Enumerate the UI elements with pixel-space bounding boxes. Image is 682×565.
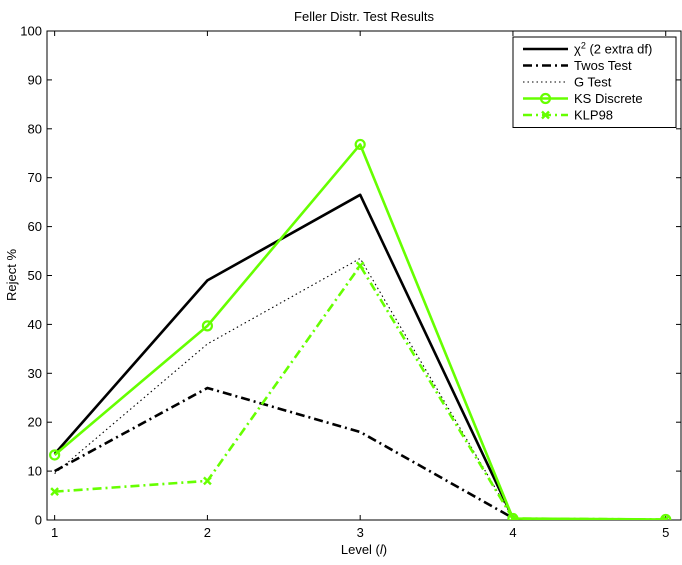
legend-marker	[539, 92, 552, 105]
series-line-2	[54, 257, 514, 519]
legend-label-0: χ2 (2 extra df)	[574, 41, 652, 57]
legend-label-text: KLP98	[574, 108, 613, 123]
y-tick-label: 10	[28, 464, 42, 479]
legend-label-text: G Test	[574, 75, 612, 90]
legend-label-text: Twos Test	[574, 58, 632, 73]
legend-label-sup: 2	[581, 41, 586, 51]
x-tick-label: 2	[204, 525, 211, 540]
series-line-3	[53, 143, 666, 520]
marker-x-stroke	[663, 515, 671, 520]
x-axis-label: Level (l)	[341, 542, 387, 557]
marker-x-stroke	[509, 514, 518, 520]
y-axis-label: Reject %	[4, 249, 19, 301]
x-axis-label-main: Level (	[341, 542, 381, 557]
legend-box	[512, 36, 677, 128]
y-tick-label: 50	[28, 268, 42, 283]
data-point	[661, 515, 671, 520]
legend-label-text: KS Discrete	[574, 91, 643, 106]
series-group	[49, 138, 672, 520]
data-point	[354, 138, 366, 151]
data-point	[355, 261, 365, 271]
y-tick-label: 20	[28, 415, 42, 430]
legend-label-text: χ	[574, 42, 581, 57]
data-point	[49, 449, 61, 461]
series-line-0	[53, 193, 515, 519]
axes: 0 10 20 30 40 50 60 70 80 90 100 1 2 3 4 5	[20, 24, 682, 540]
y-tick-label: 100	[20, 24, 42, 39]
legend-label-1: Twos Test	[574, 58, 632, 73]
data-point	[203, 476, 212, 486]
y-tick-label: 80	[28, 121, 42, 136]
legend-label-3: KS Discrete	[574, 91, 643, 106]
marker-x-stroke	[203, 476, 212, 486]
x-tick-label: 3	[357, 525, 364, 540]
series-line-1	[54, 386, 514, 520]
x-axis-label-end: )	[383, 542, 387, 557]
y-tick-label: 90	[28, 72, 42, 87]
marker-x-stroke	[541, 110, 550, 120]
y-tick-label: 40	[28, 317, 42, 332]
y-tick-label: 0	[35, 513, 42, 528]
y-tick-label: 30	[28, 366, 42, 381]
marker-x-stroke	[355, 261, 365, 271]
legend-label-suffix: (2 extra df)	[586, 42, 652, 57]
y-tick-label: 70	[28, 170, 42, 185]
x-tick-label: 4	[509, 525, 516, 540]
x-axis-label-italic: l	[380, 542, 384, 557]
series-line-4	[54, 264, 666, 520]
chart-title: Feller Distr. Test Results	[294, 9, 434, 24]
x-tick-label: 5	[662, 525, 669, 540]
legend-label-4: KLP98	[574, 108, 613, 123]
data-point	[201, 320, 214, 332]
plot-area	[49, 138, 672, 520]
legend-marker	[541, 110, 550, 120]
y-tick-label: 60	[28, 219, 42, 234]
data-point	[508, 514, 518, 520]
legend-label-2: G Test	[574, 75, 612, 90]
x-tick-label: 1	[51, 525, 58, 540]
marker-x-stroke	[50, 487, 59, 496]
data-point	[50, 487, 59, 496]
